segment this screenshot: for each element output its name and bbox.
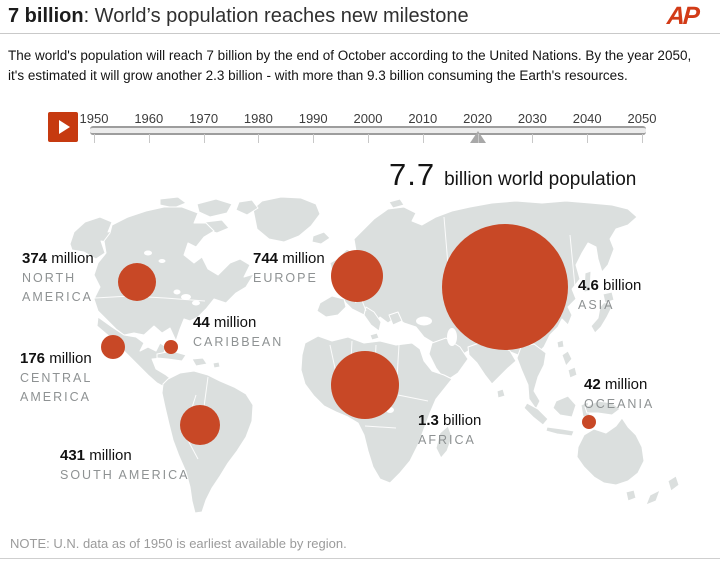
timeline-tick [532,134,534,143]
intro-text: The world's population will reach 7 bill… [8,48,692,83]
page-title: 7 billion: World’s population reaches ne… [8,5,469,28]
timeline-year-label: 2030 [517,111,547,126]
region-name: AFRICA [418,433,476,447]
region-name: SOUTH AMERICA [60,468,190,482]
timeline-tick [148,134,150,143]
timeline-tick [203,134,205,143]
timeline-tick [477,134,479,143]
bubble-asia [442,224,568,350]
timeline-tick [642,134,643,143]
region-value: 374 million [22,250,94,267]
timeline-year-label: 2010 [408,111,438,126]
region-value: 431 million [60,447,132,464]
region-value: 1.3 billion [418,412,482,429]
play-icon [59,120,70,134]
region-name: EUROPE [253,271,318,285]
timeline-tick [422,134,424,143]
region-label-caribbean: 44 million CARIBBEAN [193,314,283,352]
timeline-tick [587,134,589,143]
ap-logo: AP [666,2,700,30]
footer-divider [0,558,720,559]
timeline-year-label: 1980 [243,111,273,126]
timeline-year-label: 1950 [79,111,109,126]
timeline-tick [313,134,315,143]
timeline-year-label: 2050 [627,111,657,126]
population-label: billion world population [444,169,637,190]
region-value: 42 million [584,376,648,393]
timeline-year-label: 1990 [298,111,328,126]
timeline-tick [368,134,369,143]
region-value: 44 million [193,314,257,331]
play-button[interactable] [48,112,78,142]
region-name: OCEANIA [584,397,655,411]
region-name: AMERICA [20,390,91,404]
region-value: 4.6 billion [578,277,642,294]
timeline-year-label: 1960 [134,111,164,126]
region-name: ASIA [578,298,615,312]
region-name: CARIBBEAN [193,335,284,349]
page-title-bold: 7 billion [8,5,84,27]
page-title-rest: : World’s population reaches new milesto… [83,5,469,27]
bubble-europe [331,250,383,302]
region-label-africa: 1.3 billion AFRICA [418,412,481,450]
region-name: CENTRAL [20,371,93,385]
source-note: NOTE: U.N. data as of 1950 is earliest a… [10,536,347,551]
region-label-central-america: 176 million CENTRAL AMERICA [20,350,92,407]
bubble-north-america [118,263,156,301]
region-label-europe: 744 million EUROPE [253,250,325,288]
bubble-central-america [101,335,125,359]
population-headline: 7.7 billion world population [389,157,637,192]
region-label-north-america: 374 million NORTH AMERICA [22,250,94,307]
timeline-year-label: 1970 [189,111,219,126]
region-label-south-america: 431 million SOUTH AMERICA [60,447,190,485]
bubble-south-america [180,405,220,445]
timeline-year-label: 2000 [353,111,383,126]
timeline-year-label: 2020 [463,111,493,126]
region-name: AMERICA [22,290,93,304]
bubble-africa [331,351,399,419]
bubble-caribbean [164,340,178,354]
header-divider [0,33,720,34]
region-label-asia: 4.6 billion ASIA [578,277,641,315]
population-value: 7.7 [389,157,436,192]
region-label-oceania: 42 million OCEANIA [584,376,654,414]
region-value: 176 million [20,350,92,367]
timeline-year-label: 2040 [572,111,602,126]
region-name: NORTH [22,271,77,285]
timeline-tick [94,134,95,143]
timeline-tick [258,134,260,143]
bubble-oceania [582,415,596,429]
region-value: 744 million [253,250,325,267]
